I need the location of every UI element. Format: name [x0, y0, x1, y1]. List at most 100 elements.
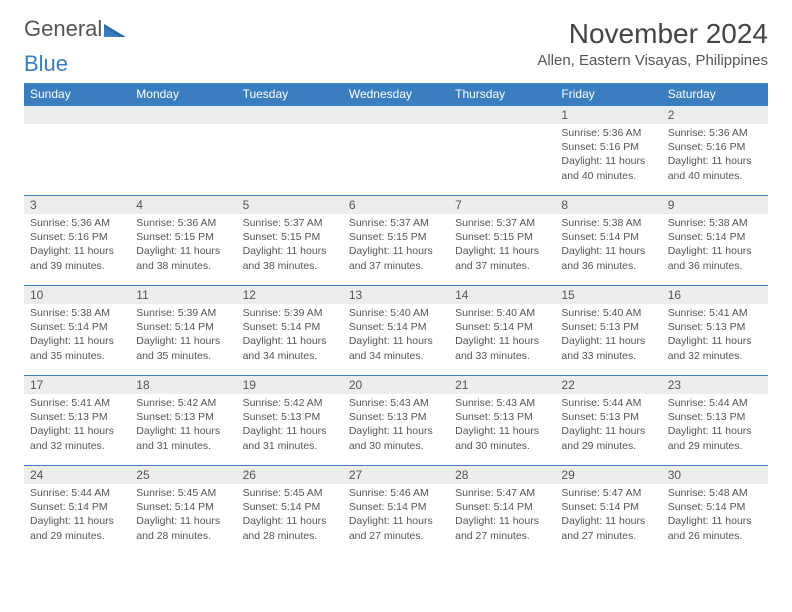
location-subtitle: Allen, Eastern Visayas, Philippines: [537, 52, 768, 69]
calendar-cell: [343, 106, 449, 196]
day-number: 11: [130, 286, 236, 304]
day-number: 10: [24, 286, 130, 304]
day-detail: Sunrise: 5:46 AMSunset: 5:14 PMDaylight:…: [343, 484, 449, 547]
day-detail: Sunrise: 5:48 AMSunset: 5:14 PMDaylight:…: [662, 484, 768, 547]
calendar-cell: 12Sunrise: 5:39 AMSunset: 5:14 PMDayligh…: [237, 286, 343, 376]
day-number: 20: [343, 376, 449, 394]
day-detail: Sunrise: 5:38 AMSunset: 5:14 PMDaylight:…: [662, 214, 768, 277]
day-number: 7: [449, 196, 555, 214]
day-number: 22: [555, 376, 661, 394]
day-header: Friday: [555, 83, 661, 106]
day-detail: Sunrise: 5:47 AMSunset: 5:14 PMDaylight:…: [555, 484, 661, 547]
calendar-cell: 28Sunrise: 5:47 AMSunset: 5:14 PMDayligh…: [449, 466, 555, 556]
day-header: Tuesday: [237, 83, 343, 106]
calendar-cell: 18Sunrise: 5:42 AMSunset: 5:13 PMDayligh…: [130, 376, 236, 466]
calendar-cell: 29Sunrise: 5:47 AMSunset: 5:14 PMDayligh…: [555, 466, 661, 556]
calendar-cell: 8Sunrise: 5:38 AMSunset: 5:14 PMDaylight…: [555, 196, 661, 286]
day-detail: Sunrise: 5:42 AMSunset: 5:13 PMDaylight:…: [130, 394, 236, 457]
day-header: Monday: [130, 83, 236, 106]
page-title: November 2024: [537, 18, 768, 50]
calendar-cell: 6Sunrise: 5:37 AMSunset: 5:15 PMDaylight…: [343, 196, 449, 286]
day-header: Saturday: [662, 83, 768, 106]
day-number: 12: [237, 286, 343, 304]
calendar-cell: 14Sunrise: 5:40 AMSunset: 5:14 PMDayligh…: [449, 286, 555, 376]
day-detail: Sunrise: 5:47 AMSunset: 5:14 PMDaylight:…: [449, 484, 555, 547]
day-detail: Sunrise: 5:40 AMSunset: 5:14 PMDaylight:…: [343, 304, 449, 367]
calendar-cell: 4Sunrise: 5:36 AMSunset: 5:15 PMDaylight…: [130, 196, 236, 286]
day-detail: Sunrise: 5:43 AMSunset: 5:13 PMDaylight:…: [449, 394, 555, 457]
day-number: 17: [24, 376, 130, 394]
calendar-cell: 22Sunrise: 5:44 AMSunset: 5:13 PMDayligh…: [555, 376, 661, 466]
calendar-cell: 30Sunrise: 5:48 AMSunset: 5:14 PMDayligh…: [662, 466, 768, 556]
calendar-cell: 17Sunrise: 5:41 AMSunset: 5:13 PMDayligh…: [24, 376, 130, 466]
calendar-cell: 25Sunrise: 5:45 AMSunset: 5:14 PMDayligh…: [130, 466, 236, 556]
day-detail: Sunrise: 5:45 AMSunset: 5:14 PMDaylight:…: [130, 484, 236, 547]
day-detail: Sunrise: 5:37 AMSunset: 5:15 PMDaylight:…: [343, 214, 449, 277]
day-number: [237, 106, 343, 124]
day-detail: Sunrise: 5:36 AMSunset: 5:16 PMDaylight:…: [555, 124, 661, 187]
calendar-cell: 27Sunrise: 5:46 AMSunset: 5:14 PMDayligh…: [343, 466, 449, 556]
day-detail: Sunrise: 5:40 AMSunset: 5:13 PMDaylight:…: [555, 304, 661, 367]
day-number: 16: [662, 286, 768, 304]
day-number: 25: [130, 466, 236, 484]
day-detail: Sunrise: 5:39 AMSunset: 5:14 PMDaylight:…: [237, 304, 343, 367]
day-number: 1: [555, 106, 661, 124]
day-detail: Sunrise: 5:42 AMSunset: 5:13 PMDaylight:…: [237, 394, 343, 457]
calendar-cell: 24Sunrise: 5:44 AMSunset: 5:14 PMDayligh…: [24, 466, 130, 556]
day-number: 18: [130, 376, 236, 394]
day-detail: Sunrise: 5:41 AMSunset: 5:13 PMDaylight:…: [24, 394, 130, 457]
logo-text-2: Blue: [24, 53, 68, 75]
day-number: 24: [24, 466, 130, 484]
day-number: 23: [662, 376, 768, 394]
day-detail: Sunrise: 5:38 AMSunset: 5:14 PMDaylight:…: [555, 214, 661, 277]
day-number: 9: [662, 196, 768, 214]
logo-flag-icon: [104, 21, 126, 37]
day-header: Sunday: [24, 83, 130, 106]
calendar-cell: 1Sunrise: 5:36 AMSunset: 5:16 PMDaylight…: [555, 106, 661, 196]
day-number: 19: [237, 376, 343, 394]
day-detail: Sunrise: 5:44 AMSunset: 5:14 PMDaylight:…: [24, 484, 130, 547]
day-number: 5: [237, 196, 343, 214]
day-detail: Sunrise: 5:37 AMSunset: 5:15 PMDaylight:…: [449, 214, 555, 277]
day-number: 13: [343, 286, 449, 304]
day-number: [130, 106, 236, 124]
calendar-cell: 7Sunrise: 5:37 AMSunset: 5:15 PMDaylight…: [449, 196, 555, 286]
day-detail: Sunrise: 5:38 AMSunset: 5:14 PMDaylight:…: [24, 304, 130, 367]
day-number: 2: [662, 106, 768, 124]
calendar-cell: 21Sunrise: 5:43 AMSunset: 5:13 PMDayligh…: [449, 376, 555, 466]
logo: General: [24, 18, 126, 40]
day-detail: Sunrise: 5:44 AMSunset: 5:13 PMDaylight:…: [662, 394, 768, 457]
day-number: 3: [24, 196, 130, 214]
calendar-cell: 15Sunrise: 5:40 AMSunset: 5:13 PMDayligh…: [555, 286, 661, 376]
calendar-cell: [24, 106, 130, 196]
day-detail: Sunrise: 5:36 AMSunset: 5:15 PMDaylight:…: [130, 214, 236, 277]
day-detail: Sunrise: 5:36 AMSunset: 5:16 PMDaylight:…: [662, 124, 768, 187]
calendar-cell: 11Sunrise: 5:39 AMSunset: 5:14 PMDayligh…: [130, 286, 236, 376]
day-number: 21: [449, 376, 555, 394]
calendar-cell: 10Sunrise: 5:38 AMSunset: 5:14 PMDayligh…: [24, 286, 130, 376]
day-number: 8: [555, 196, 661, 214]
day-number: 30: [662, 466, 768, 484]
day-number: 15: [555, 286, 661, 304]
calendar-cell: [449, 106, 555, 196]
day-detail: Sunrise: 5:41 AMSunset: 5:13 PMDaylight:…: [662, 304, 768, 367]
calendar-cell: 26Sunrise: 5:45 AMSunset: 5:14 PMDayligh…: [237, 466, 343, 556]
day-header: Thursday: [449, 83, 555, 106]
calendar-cell: 9Sunrise: 5:38 AMSunset: 5:14 PMDaylight…: [662, 196, 768, 286]
calendar-cell: [237, 106, 343, 196]
day-detail: Sunrise: 5:37 AMSunset: 5:15 PMDaylight:…: [237, 214, 343, 277]
day-number: [24, 106, 130, 124]
calendar-table: SundayMondayTuesdayWednesdayThursdayFrid…: [24, 83, 768, 556]
day-header: Wednesday: [343, 83, 449, 106]
day-number: [343, 106, 449, 124]
calendar-cell: [130, 106, 236, 196]
day-number: 26: [237, 466, 343, 484]
day-detail: Sunrise: 5:39 AMSunset: 5:14 PMDaylight:…: [130, 304, 236, 367]
calendar-cell: 20Sunrise: 5:43 AMSunset: 5:13 PMDayligh…: [343, 376, 449, 466]
day-detail: Sunrise: 5:44 AMSunset: 5:13 PMDaylight:…: [555, 394, 661, 457]
day-detail: Sunrise: 5:45 AMSunset: 5:14 PMDaylight:…: [237, 484, 343, 547]
day-detail: Sunrise: 5:43 AMSunset: 5:13 PMDaylight:…: [343, 394, 449, 457]
day-number: 4: [130, 196, 236, 214]
calendar-cell: 13Sunrise: 5:40 AMSunset: 5:14 PMDayligh…: [343, 286, 449, 376]
day-number: 29: [555, 466, 661, 484]
